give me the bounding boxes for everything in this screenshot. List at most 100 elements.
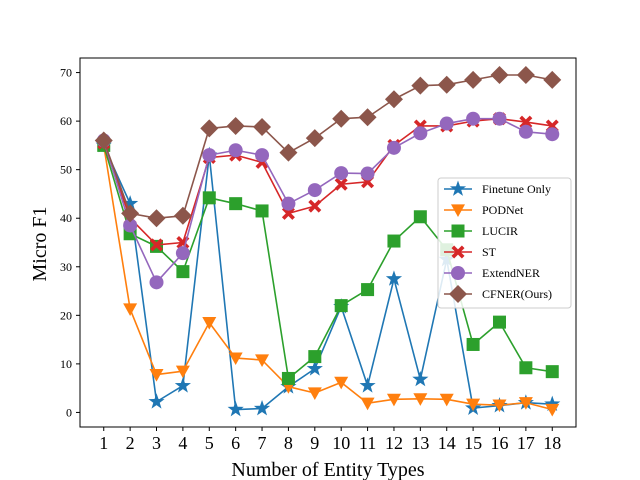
x-tick-label: 3 [152, 433, 161, 453]
series-extendner [96, 111, 560, 290]
data-point [226, 116, 245, 135]
y-tick-label: 70 [60, 66, 72, 80]
data-point [176, 265, 190, 279]
data-point [305, 129, 324, 148]
data-point [385, 270, 403, 286]
legend-item: LUCIR [444, 224, 518, 238]
data-point [308, 199, 322, 213]
x-tick-label: 6 [231, 433, 240, 453]
data-point [150, 238, 164, 252]
data-point [228, 352, 243, 366]
data-point [413, 126, 428, 141]
y-tick-label: 20 [60, 308, 72, 322]
data-point [334, 166, 349, 181]
legend-label: LUCIR [482, 224, 518, 238]
data-point [519, 361, 533, 375]
data-point [334, 177, 348, 191]
x-tick-label: 17 [517, 433, 535, 453]
legend-label: CFNER(Ours) [482, 287, 552, 301]
data-point [281, 371, 295, 385]
legend-label: ExtendNER [482, 266, 540, 280]
x-tick-label: 7 [258, 433, 267, 453]
data-point [437, 75, 456, 94]
y-tick-label: 60 [60, 114, 72, 128]
x-tick-label: 18 [543, 433, 561, 453]
legend-item: Finetune Only [444, 180, 551, 196]
plot-area [94, 65, 562, 417]
data-point [123, 218, 138, 233]
series-line [102, 145, 553, 411]
data-point [386, 140, 401, 155]
x-tick-label: 1 [99, 433, 108, 453]
x-tick-label: 11 [359, 433, 376, 453]
data-point [253, 400, 271, 416]
x-tick-label: 4 [178, 433, 187, 453]
data-point [229, 197, 243, 211]
legend-marker [449, 285, 467, 303]
data-point [121, 204, 140, 223]
data-point [386, 393, 401, 407]
data-point [281, 196, 296, 211]
data-point [279, 143, 298, 162]
data-point [255, 204, 269, 218]
data-point [518, 124, 533, 139]
legend-label: PODNet [482, 203, 524, 217]
data-point [413, 393, 428, 406]
data-point [545, 365, 559, 379]
axes: 1 2 3 4 5 6 7 8 9 10 11 12 13 14 15 16 17 180102030405060… [60, 57, 577, 453]
y-axis-label: Micro F1 [29, 207, 51, 282]
data-point [255, 354, 270, 367]
data-point [492, 399, 507, 413]
legend-marker [451, 266, 465, 280]
x-tick-label: 15 [464, 433, 482, 453]
data-point [358, 108, 377, 127]
data-point [516, 65, 535, 84]
data-point [200, 119, 219, 138]
data-point [123, 303, 138, 317]
x-tick-label: 5 [205, 433, 214, 453]
data-point [545, 403, 560, 417]
data-point [413, 210, 427, 224]
legend-item: ST [444, 245, 497, 259]
data-point [334, 376, 349, 390]
data-point [360, 397, 375, 411]
data-point [334, 299, 348, 313]
y-tick-label: 30 [60, 260, 72, 274]
data-point [281, 206, 295, 220]
data-point [519, 115, 533, 129]
data-point [360, 166, 375, 181]
y-tick-label: 50 [60, 163, 72, 177]
data-point [332, 109, 351, 128]
data-point [466, 398, 481, 412]
data-point [411, 76, 430, 95]
data-point [464, 70, 483, 89]
data-point [490, 65, 509, 84]
data-point [173, 206, 192, 225]
legend-marker [451, 224, 465, 238]
data-point [253, 117, 272, 136]
data-point [306, 360, 323, 376]
data-point [492, 111, 507, 126]
data-point [202, 191, 216, 205]
legend-marker [449, 180, 467, 196]
y-tick-label: 0 [66, 405, 72, 419]
data-point [147, 209, 166, 228]
legend-marker [451, 204, 465, 217]
legend-label: ST [482, 245, 497, 259]
data-point [439, 116, 454, 131]
data-point [384, 90, 403, 109]
data-point [149, 368, 164, 382]
data-point [175, 365, 190, 379]
x-axis-label: Number of Entity Types [231, 459, 424, 480]
data-point [412, 370, 429, 387]
data-point [255, 148, 270, 163]
legend-label: Finetune Only [482, 182, 551, 196]
data-point [492, 315, 506, 329]
data-point [544, 395, 561, 412]
data-point [387, 234, 401, 248]
x-tick-label: 2 [126, 433, 135, 453]
data-point [149, 275, 164, 290]
legend-item: ExtendNER [444, 266, 540, 280]
data-point [439, 393, 454, 407]
